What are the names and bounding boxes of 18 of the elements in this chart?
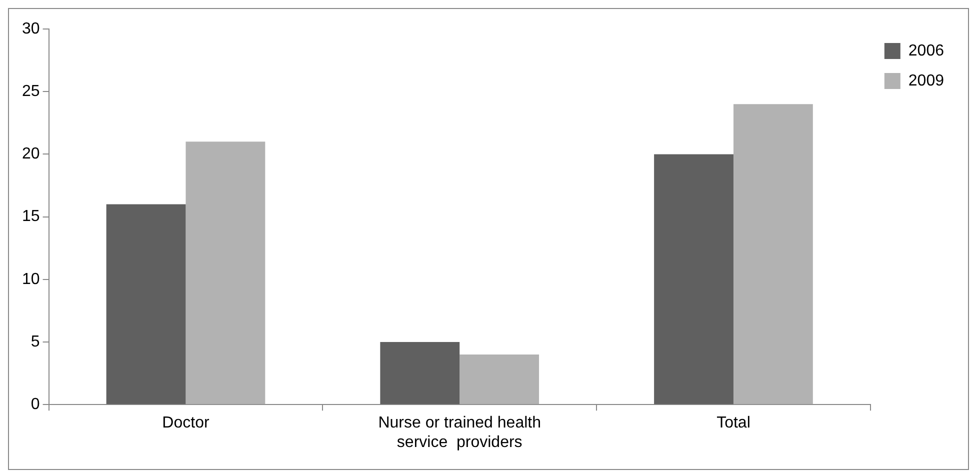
bar <box>106 204 186 404</box>
y-tick-label: 15 <box>22 208 40 226</box>
y-tick-label: 10 <box>22 270 40 288</box>
bar <box>460 354 540 404</box>
legend-label: 2006 <box>908 42 944 60</box>
bar <box>654 154 734 404</box>
x-tick-label: Doctor <box>162 414 210 432</box>
x-tick-label: Total <box>716 414 750 432</box>
y-tick-label: 5 <box>30 333 40 350</box>
y-tick-label: 0 <box>30 396 40 414</box>
bar <box>186 142 266 404</box>
y-tick-label: 30 <box>22 20 40 38</box>
legend-label: 2009 <box>908 72 944 90</box>
bar <box>733 104 813 404</box>
y-tick-label: 25 <box>22 83 40 100</box>
x-tick-label: Nurse or trained health service providers <box>378 414 541 451</box>
y-tick-label: 20 <box>22 146 40 163</box>
bar <box>380 342 460 404</box>
